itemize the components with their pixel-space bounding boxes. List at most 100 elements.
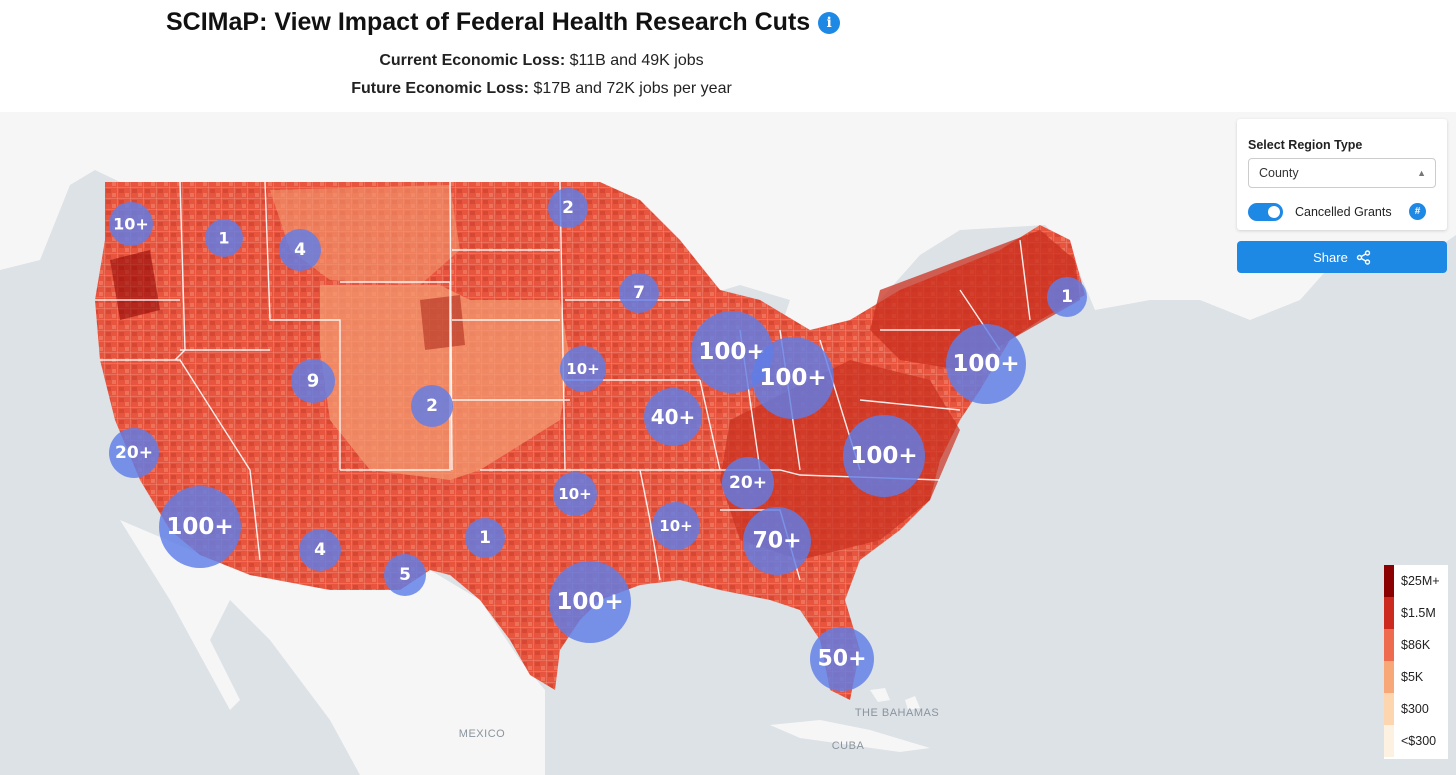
- cluster-count: 1: [218, 229, 229, 248]
- share-button[interactable]: Share: [1237, 241, 1447, 273]
- cluster-bubble[interactable]: 2: [548, 188, 588, 228]
- cluster-count: 4: [314, 540, 326, 560]
- future-loss-value: $17B and 72K jobs per year: [533, 80, 732, 97]
- cluster-bubbles: 10+ 1 4 2 7 1 100+ 100+ 100+ 9 10+ 2 40+…: [109, 188, 1087, 691]
- oregon-dark-spot: [110, 250, 160, 320]
- cluster-bubble[interactable]: 4: [299, 529, 341, 571]
- cuba-label: CUBA: [832, 740, 865, 752]
- cluster-count: 10+: [566, 360, 599, 378]
- cluster-count: 4: [294, 240, 306, 260]
- cluster-count: 20+: [729, 473, 767, 493]
- cluster-bubble[interactable]: 40+: [644, 388, 702, 446]
- canada-landmass: [0, 112, 1456, 350]
- cuba-island: [770, 720, 930, 752]
- legend: $25M+ $1.5M $86K $5K $300 <$300: [1384, 565, 1448, 759]
- title-row: SCIMaP: View Impact of Federal Health Re…: [166, 8, 841, 37]
- plains-lighter-region: [320, 285, 570, 480]
- current-loss-value: $11B and 49K jobs: [569, 52, 704, 69]
- page-title: SCIMaP: View Impact of Federal Health Re…: [166, 8, 811, 36]
- region-type-value: County: [1259, 166, 1299, 180]
- cancelled-grants-toggle[interactable]: [1248, 203, 1283, 221]
- cluster-bubble[interactable]: 100+: [843, 415, 925, 497]
- cluster-bubble[interactable]: 4: [279, 229, 321, 271]
- cluster-bubble[interactable]: 100+: [946, 324, 1026, 404]
- region-type-select[interactable]: County ▲: [1248, 158, 1436, 188]
- legend-item: $25M+: [1384, 565, 1448, 597]
- legend-label: $25M+: [1401, 574, 1440, 588]
- cluster-count: 40+: [651, 405, 696, 429]
- legend-label: $5K: [1401, 670, 1424, 684]
- legend-label: $1.5M: [1401, 606, 1436, 620]
- legend-label: <$300: [1401, 734, 1437, 748]
- legend-swatch: [1384, 597, 1394, 629]
- cluster-bubble[interactable]: 10+: [109, 202, 153, 246]
- select-caret-icon: ▲: [1417, 168, 1426, 178]
- cluster-count: 20+: [115, 443, 153, 463]
- future-loss-label: Future Economic Loss:: [351, 80, 529, 97]
- cluster-count: 9: [307, 371, 320, 392]
- cluster-bubble[interactable]: 10+: [652, 502, 700, 550]
- cluster-bubble[interactable]: 2: [411, 385, 453, 427]
- cluster-count: 1: [479, 528, 491, 548]
- cluster-bubble[interactable]: 100+: [752, 337, 834, 419]
- cluster-bubble[interactable]: 50+: [810, 627, 874, 691]
- cluster-bubble[interactable]: 7: [619, 273, 659, 313]
- legend-item: $300: [1384, 693, 1448, 725]
- cluster-count: 1: [1061, 287, 1073, 307]
- northeast-darker-region: [870, 230, 1080, 370]
- cluster-count: 10+: [659, 517, 692, 535]
- legend-swatch: [1384, 565, 1394, 597]
- cluster-bubble[interactable]: 70+: [743, 507, 811, 575]
- mexico-landmass: [120, 520, 545, 775]
- cluster-count: 70+: [752, 529, 801, 554]
- cluster-bubble[interactable]: 1: [465, 518, 505, 558]
- legend-label: $86K: [1401, 638, 1431, 652]
- hash-icon[interactable]: #: [1409, 203, 1426, 220]
- cluster-count: 10+: [113, 215, 149, 234]
- cluster-bubble[interactable]: 1: [1047, 277, 1087, 317]
- share-label: Share: [1313, 249, 1348, 265]
- cluster-count: 100+: [556, 589, 623, 615]
- current-loss-label: Current Economic Loss:: [379, 52, 566, 69]
- header: SCIMaP: View Impact of Federal Health Re…: [0, 0, 1456, 112]
- cluster-bubble[interactable]: 20+: [722, 457, 774, 509]
- cluster-bubble[interactable]: 100+: [549, 561, 631, 643]
- cluster-count: 5: [399, 565, 411, 585]
- bahamas-label: THE BAHAMAS: [855, 707, 939, 719]
- cluster-bubble[interactable]: 20+: [109, 428, 159, 478]
- future-economic-loss: Future Economic Loss: $17B and 72K jobs …: [0, 80, 1083, 98]
- cluster-count: 100+: [698, 339, 765, 365]
- legend-item: $1.5M: [1384, 597, 1448, 629]
- cluster-count: 100+: [850, 443, 917, 469]
- bahamas-islands: [870, 688, 920, 710]
- current-economic-loss: Current Economic Loss: $11B and 49K jobs: [0, 52, 1083, 70]
- cluster-bubble[interactable]: 10+: [560, 346, 606, 392]
- cluster-bubble[interactable]: 100+: [159, 486, 241, 568]
- share-icon: [1356, 249, 1371, 265]
- cluster-count: 10+: [558, 485, 591, 503]
- cluster-bubble[interactable]: 10+: [553, 472, 597, 516]
- cluster-count: 100+: [759, 365, 826, 391]
- toggle-knob: [1268, 206, 1280, 218]
- colorado-dark-spot: [420, 295, 465, 350]
- legend-swatch: [1384, 693, 1394, 725]
- cluster-count: 2: [426, 396, 438, 416]
- cluster-bubble[interactable]: 1: [205, 219, 243, 257]
- cluster-bubble[interactable]: 5: [384, 554, 426, 596]
- legend-swatch: [1384, 661, 1394, 693]
- mexico-label: MEXICO: [459, 728, 505, 740]
- cluster-bubble[interactable]: 9: [291, 359, 335, 403]
- cluster-count: 50+: [817, 647, 866, 672]
- info-icon[interactable]: i: [818, 11, 841, 34]
- legend-swatch: [1384, 725, 1394, 757]
- legend-swatch: [1384, 629, 1394, 661]
- region-type-label: Select Region Type: [1248, 138, 1363, 152]
- legend-item: $5K: [1384, 661, 1448, 693]
- cluster-count: 2: [562, 198, 574, 218]
- legend-item: $86K: [1384, 629, 1448, 661]
- cancelled-grants-label: Cancelled Grants: [1295, 205, 1392, 219]
- control-panel: Select Region Type County ▲ Cancelled Gr…: [1237, 119, 1447, 230]
- cluster-count: 100+: [166, 514, 233, 540]
- legend-label: $300: [1401, 702, 1429, 716]
